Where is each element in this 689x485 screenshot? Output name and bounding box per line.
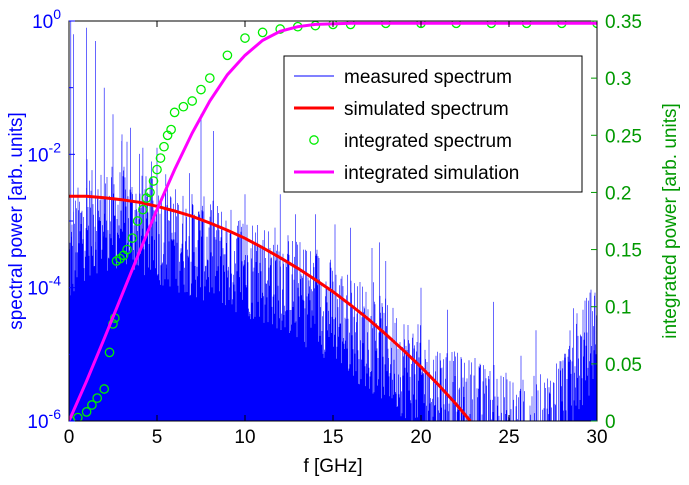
- x-tick-label: 15: [322, 427, 343, 448]
- x-tick-label: 30: [586, 427, 607, 448]
- simulated-spectrum-line: [69, 194, 472, 421]
- integrated-spectrum-point: [145, 187, 155, 198]
- y-right-tick-label: 0.15: [605, 241, 642, 262]
- y-left-tick-label: 100: [32, 6, 61, 33]
- integrated-spectrum-point: [196, 84, 206, 95]
- legend-swatch-marker: [309, 135, 319, 145]
- measured-spectrum-line: [69, 21, 597, 421]
- y-right-tick-label: 0.25: [605, 126, 642, 147]
- y-right-tick-label: 0.3: [605, 69, 631, 90]
- integrated-spectrum-point: [178, 101, 189, 112]
- integrated-spectrum-point: [122, 244, 132, 255]
- y-right-tick-label: 0.1: [605, 298, 631, 319]
- y-right-tick-label: 0.2: [605, 183, 631, 204]
- integrated-spectrum-point: [99, 384, 110, 394]
- integrated-spectrum-point: [127, 233, 138, 243]
- integrated-spectrum-point: [222, 50, 233, 61]
- legend-entry-label: simulated spectrum: [344, 99, 509, 120]
- integrated-spectrum-point: [166, 124, 176, 135]
- integrated-spectrum-point: [169, 107, 180, 118]
- integrated-spectrum-point: [155, 153, 166, 163]
- legend-entry-label: measured spectrum: [344, 67, 512, 88]
- x-tick-label: 25: [498, 427, 519, 448]
- integrated-spectrum-point: [152, 164, 162, 175]
- legend-entry-label: integrated simulation: [344, 163, 519, 184]
- integrated-spectrum-point: [204, 73, 215, 83]
- integrated-simulation-line: [69, 21, 597, 421]
- x-tick-label: 0: [64, 427, 75, 448]
- integrated-spectrum-point: [92, 393, 103, 403]
- integrated-spectrum-point: [240, 33, 250, 43]
- integrated-spectrum-point: [104, 347, 115, 358]
- integrated-spectrum-point: [138, 204, 148, 215]
- x-tick-label: 5: [152, 427, 163, 448]
- integrated-spectrum-point: [132, 216, 143, 226]
- y-right-tick-label: 0.35: [605, 12, 642, 33]
- integrated-spectrum-point: [159, 141, 169, 152]
- y-left-tick-label: 10-6: [27, 406, 61, 433]
- x-axis-label: f [GHz]: [303, 456, 362, 477]
- x-tick-label: 20: [410, 427, 431, 448]
- integrated-spectrum-point: [87, 400, 97, 410]
- integrated-spectrum-point: [81, 407, 92, 417]
- x-tick-label: 10: [234, 427, 255, 448]
- integrated-spectrum-point: [72, 412, 83, 421]
- y-right-tick-label: 0: [605, 412, 616, 433]
- y-right-tick-label: 0.05: [605, 355, 642, 376]
- legend: measured spectrum simulated spectrum integ…: [283, 55, 583, 193]
- legend-entry-label: integrated spectrum: [344, 131, 512, 152]
- y-left-tick-label: 10-4: [27, 273, 61, 300]
- integrated-spectrum-point: [257, 27, 268, 38]
- y-axis-label-right: integrated power [arb. units]: [660, 103, 681, 339]
- integrated-spectrum-point: [148, 176, 159, 186]
- legend-box: [283, 55, 583, 193]
- integrated-spectrum-point: [187, 96, 198, 106]
- y-left-tick-label: 10-2: [27, 139, 61, 166]
- y-axis-label-left: spectral power [arb. units]: [6, 112, 27, 330]
- measured-spectrum-series: [69, 21, 597, 421]
